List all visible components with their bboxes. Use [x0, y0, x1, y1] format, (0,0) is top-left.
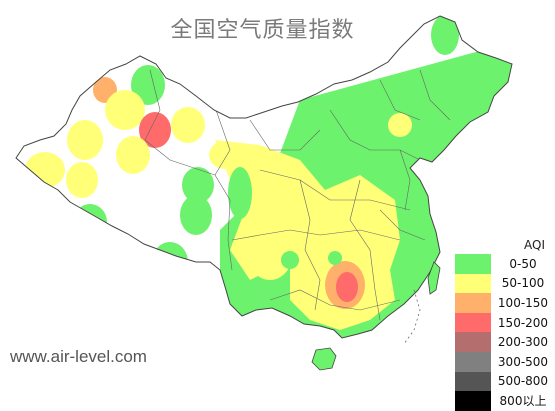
legend-item: 500-800 — [455, 371, 555, 392]
legend-swatch — [455, 351, 491, 372]
china-aqi-map — [15, 15, 513, 371]
map-title: 全国空气质量指数 — [170, 18, 355, 43]
legend-item: 50-100 — [455, 273, 555, 294]
source-link[interactable]: www.air-level.com — [10, 347, 147, 366]
legend-swatch — [455, 332, 491, 352]
legend-label: 300-500 — [497, 354, 549, 369]
legend-swatch — [455, 254, 491, 274]
legend-item: 200-300 — [455, 332, 555, 352]
legend-item: 800以上 — [455, 391, 555, 411]
legend-label: 50-100 — [501, 276, 545, 291]
legend-label: 150-200 — [497, 315, 549, 330]
legend-label: 800以上 — [499, 394, 547, 409]
legend-swatch — [455, 273, 491, 294]
aqi-legend: AQI 0-50 50-100 100-150 150-200 200-300 300-5… — [455, 236, 555, 411]
legend-item: 0-50 — [455, 254, 555, 274]
legend-label: 100-150 — [497, 295, 549, 310]
legend-label: 200-300 — [497, 335, 549, 350]
legend-swatch — [455, 391, 491, 411]
legend-swatch — [455, 293, 491, 313]
legend-label: 0-50 — [509, 256, 537, 271]
legend-label: 500-800 — [497, 374, 549, 389]
legend-swatch — [455, 371, 491, 392]
legend-title: AQI — [524, 238, 545, 252]
legend-item: 100-150 — [455, 293, 555, 313]
province-borders — [144, 69, 451, 321]
legend-item: 150-200 — [455, 312, 555, 333]
legend-swatch — [455, 312, 491, 333]
legend-item: 300-500 — [455, 351, 555, 372]
